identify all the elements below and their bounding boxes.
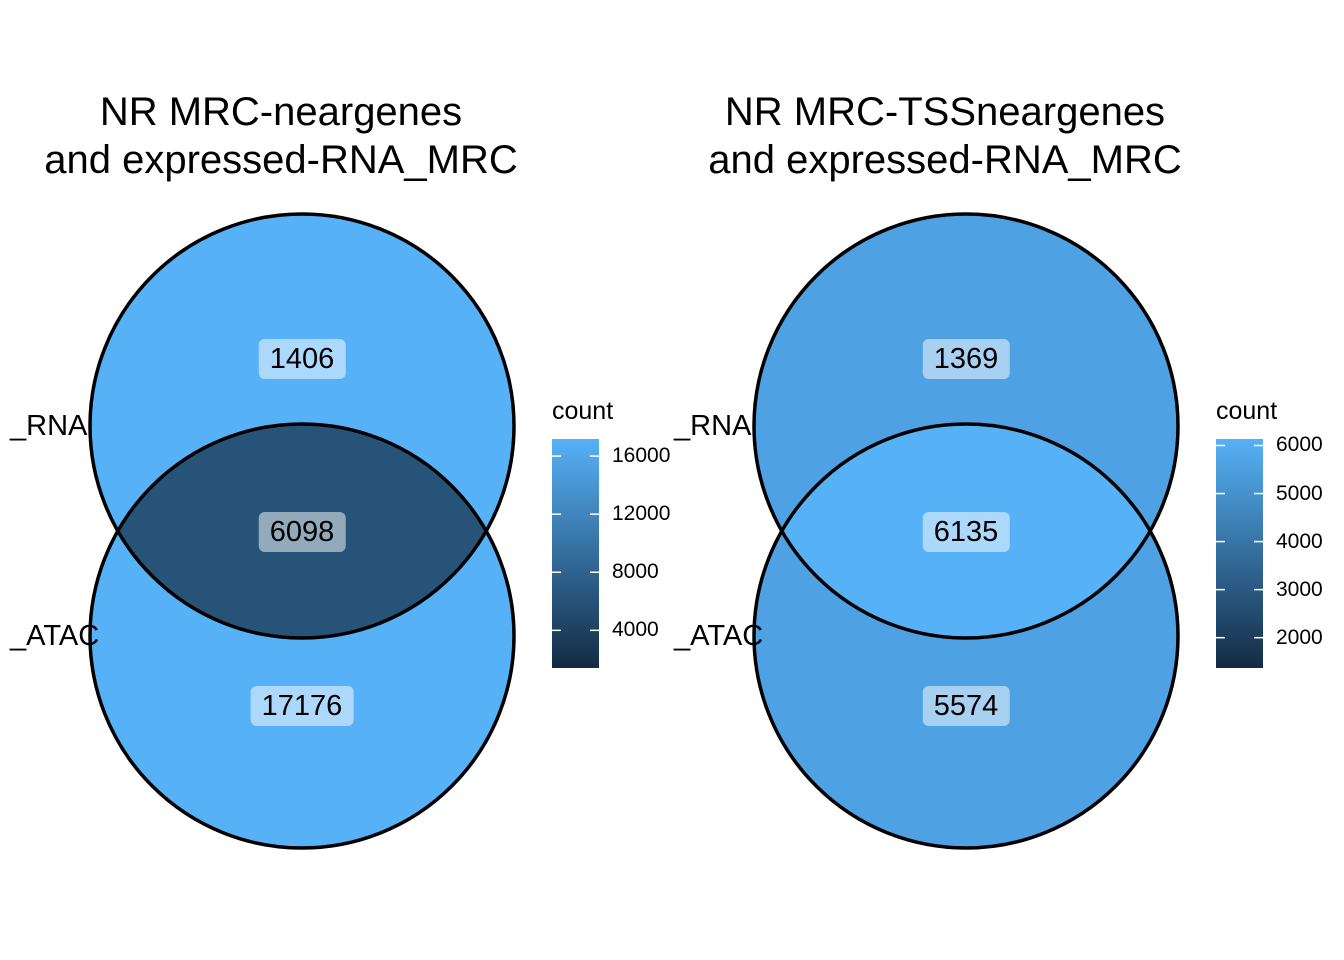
count-label-rna-only: 1369	[922, 339, 1010, 379]
legend-tick-label: 2000	[1276, 625, 1323, 649]
legend-title: count	[552, 397, 614, 425]
set-label-atac: _ATAC	[10, 620, 100, 652]
region-intersection	[754, 424, 1178, 638]
legend-tick-label: 5000	[1276, 481, 1323, 505]
legend-tick-label: 16000	[612, 444, 671, 468]
region-atac-only	[90, 214, 514, 848]
count-label-atac-only: 5574	[922, 686, 1010, 726]
count-label-rna-only: 1406	[258, 339, 346, 379]
venn-panel-tssneargenes: NR MRC-TSSneargenes and expressed-RNA_MR…	[664, 0, 1336, 960]
legend-tick-label: 6000	[1276, 433, 1323, 457]
venn-diagram	[88, 212, 599, 850]
set-circle-atac	[88, 422, 516, 850]
legend-tick-marks	[552, 455, 599, 632]
set-label-rna: _RNA	[10, 410, 88, 442]
region-atac-only	[754, 214, 1178, 848]
set-circle-atac	[752, 422, 1180, 850]
legend-title: count	[1216, 397, 1278, 425]
set-circle-rna	[752, 212, 1180, 640]
set-circle-rna	[88, 212, 516, 640]
venn-diagram	[752, 212, 1263, 850]
set-label-rna: _RNA	[674, 410, 752, 442]
legend-tick-label: 4000	[1276, 529, 1323, 553]
set-label-atac: _ATAC	[674, 620, 764, 652]
count-label-intersection: 6135	[922, 512, 1010, 552]
legend-tick-label: 12000	[612, 502, 671, 526]
legend-colorbar	[1216, 439, 1263, 668]
legend-tick-label: 3000	[1276, 577, 1323, 601]
count-label-atac-only: 17176	[250, 686, 354, 726]
legend-tick-marks	[1216, 444, 1263, 639]
legend-tick-label: 4000	[612, 618, 659, 642]
venn-panel-neargenes: NR MRC-neargenes and expressed-RNA_MRC _…	[10, 90, 671, 850]
legend-colorbar	[552, 439, 599, 668]
chart-title: NR MRC-TSSneargenes and expressed-RNA_MR…	[708, 90, 1182, 182]
chart-title: NR MRC-neargenes and expressed-RNA_MRC	[44, 90, 518, 182]
region-intersection	[90, 424, 514, 638]
legend-tick-label: 8000	[612, 560, 659, 584]
count-label-intersection: 6098	[258, 512, 346, 552]
